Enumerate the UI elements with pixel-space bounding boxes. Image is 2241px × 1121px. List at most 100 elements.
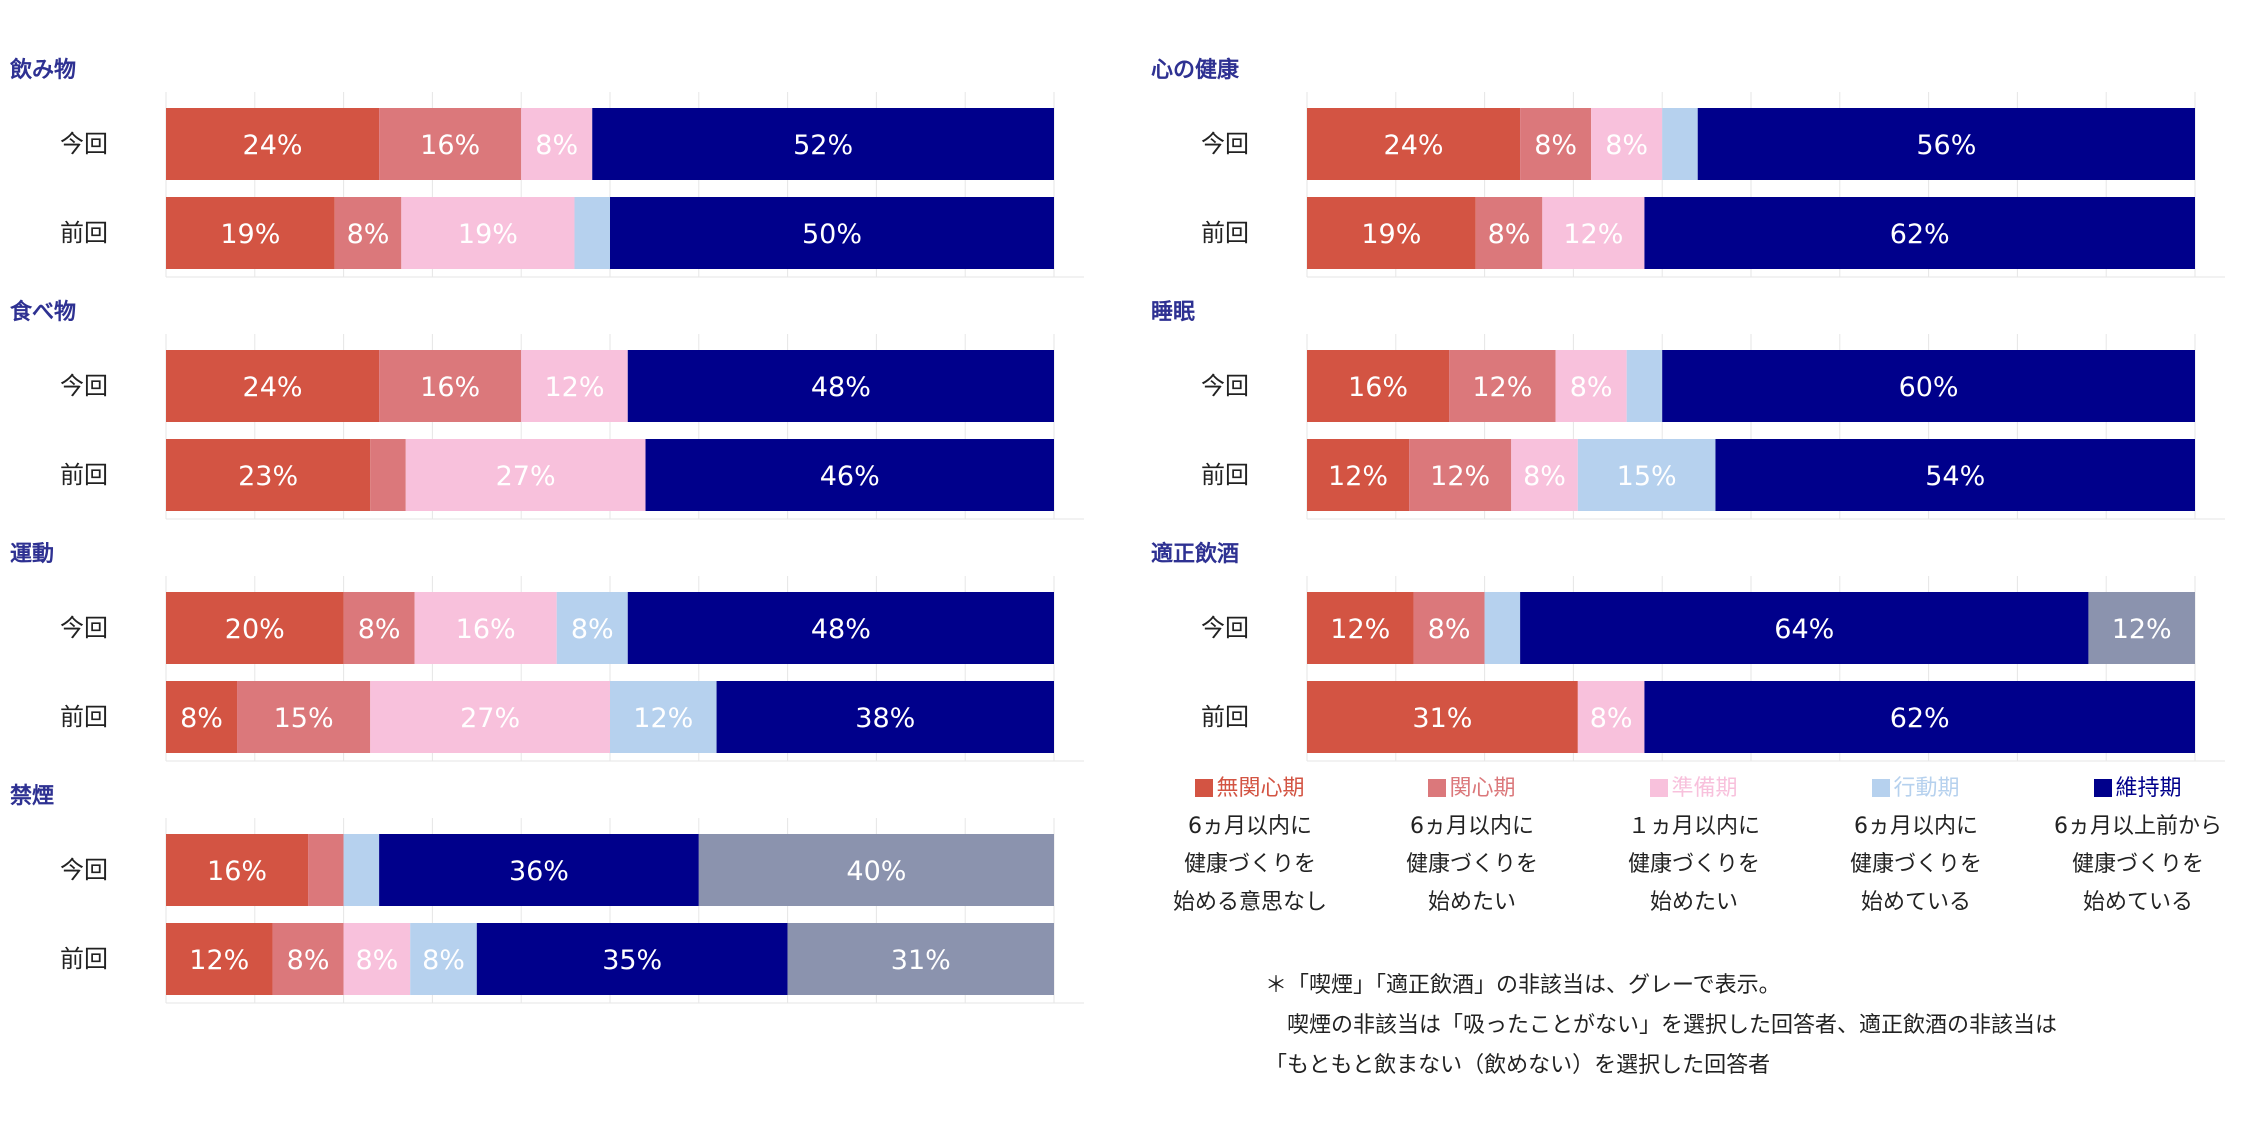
bar-segment-関心期 [379,350,522,422]
bar-segment-関心期 [334,197,402,269]
legend-head: 行動期 [1816,770,2016,808]
bar-segment-準備期 [1591,108,1663,180]
row-label: 前回 [1201,461,1249,489]
bar-segment-準備期 [370,681,610,753]
bar-segment-維持期 [1644,197,2195,269]
legend-description: 始めている [1860,890,1971,915]
data-label: 12% [189,945,249,976]
data-label: 16% [1348,372,1408,403]
bar-segment-行動期 [610,681,717,753]
bar-segment-無関心期 [166,439,371,511]
bar-segment-無関心期 [166,923,273,995]
data-label: 8% [1488,219,1531,250]
bar-segment-無関心期 [166,834,309,906]
data-label: 8% [355,945,398,976]
data-label: 24% [243,372,303,403]
bar-segment-関心期 [379,108,522,180]
bar-segment-維持期 [1662,350,2195,422]
bar-segment-行動期 [1662,108,1698,180]
row-label: 今回 [60,130,108,158]
legend-description: 6ヵ月以上前から [2054,814,2222,839]
bar-segment-維持期 [1697,108,2195,180]
chart-svg: 今回 12% 8% 64% 12% 前回 31% 8% 62% [1201,576,2225,762]
data-label: 38% [855,703,915,734]
footnote-line-2: 喫煙の非該当は「吸ったことがない」を選択した回答者、適正飲酒の非該当は [1265,1013,2058,1038]
bar-segment-関心期 [1409,439,1512,511]
bar-segment-無関心期 [166,681,238,753]
footnote: ＊「喫煙」「適正飲酒」の非該当は、グレーで表示。 喫煙の非該当は「吸ったことがな… [1265,966,2225,1086]
bar-segment-関心期 [237,681,371,753]
data-label: 62% [1890,219,1950,250]
bar-segment-関心期 [308,834,344,906]
row-label: 今回 [1201,372,1249,400]
data-label: 8% [571,614,614,645]
bar-segment-無関心期 [166,592,344,664]
legend-swatch [2094,779,2113,797]
bar-segment-関心期 [1520,108,1592,180]
bar-segment-無関心期 [1307,108,1521,180]
legend-item-関心期: 関心期 6ヵ月以内に 健康づくりを 始めたい [1372,770,1572,922]
row-label: 今回 [60,856,108,884]
chart-svg: 今回 24% 16% 12% 48% 前回 23% 27% 46% [60,334,1084,520]
chart-panel-食べ物: 食べ物今回 24% 16% 12% 48% 前回 23% 27% 46% [10,294,1110,534]
bar-segment-関心期 [1475,197,1543,269]
legend-item-行動期: 行動期 6ヵ月以内に 健康づくりを 始めている [1816,770,2016,922]
bar-segment-無関心期 [166,350,380,422]
data-label: 36% [509,856,569,887]
data-label: 62% [1890,703,1950,734]
data-label: 8% [1428,614,1471,645]
row-label: 前回 [60,219,108,247]
data-label: 19% [220,219,280,250]
bar-segment-関心期 [1413,592,1485,664]
bar-segment-非該当 [698,834,1054,906]
chart-panel-睡眠: 睡眠 今回 16% 12% 8% 60% 前回 12% 12% 8% 15% 54% [1151,294,2241,534]
panel-title: 食べ物 [10,300,77,325]
data-label: 8% [422,945,465,976]
legend-description: 健康づくりを [1627,852,1760,877]
footnote-line-3: 「もともと飲まない（飲めない）を選択した回答者 [1265,1053,1771,1078]
panel-title: 睡眠 [1151,300,1196,325]
data-label: 12% [1430,461,1490,492]
data-label: 8% [287,945,330,976]
chart-svg: 今回 16% 36% 40% 前回 12% 8% 8% 8% 35% 31% [60,818,1084,1004]
data-label: 15% [274,703,334,734]
data-label: 23% [238,461,298,492]
legend-name: 準備期 [1671,776,1738,801]
panel-title: 心の健康 [1151,58,1240,83]
bar-segment-維持期 [610,197,1054,269]
bar-segment-準備期 [401,197,575,269]
legend-item-維持期: 維持期 6ヵ月以上前から 健康づくりを 始めている [2038,770,2238,922]
bar-segment-維持期 [627,592,1054,664]
bar-segment-維持期 [716,681,1054,753]
data-label: 16% [420,130,480,161]
data-label: 35% [602,945,662,976]
bar-segment-行動期 [1577,439,1716,511]
legend-description: 始めている [2082,890,2193,915]
data-label: 50% [802,219,862,250]
legend-description: 始めたい [1649,890,1738,915]
row-label: 前回 [60,703,108,731]
row-label: 前回 [60,945,108,973]
bar-segment-無関心期 [1307,197,1476,269]
legend-description: 健康づくりを [1849,852,1982,877]
data-label: 8% [1570,372,1613,403]
bar-segment-準備期 [1577,681,1645,753]
data-label: 12% [2112,614,2172,645]
bar-segment-維持期 [379,834,699,906]
bar-segment-準備期 [405,439,646,511]
chart-panel-運動: 運動 今回 20% 8% 16% 8% 48% 前回 8% 15% 27% 12% 38% [10,536,1110,776]
bar-segment-維持期 [1520,592,2089,664]
legend-name: 行動期 [1893,776,1960,801]
legend-head: 準備期 [1594,770,1794,808]
legend-item-無関心期: 無関心期 6ヵ月以内に 健康づくりを 始める意思なし [1150,770,1350,922]
bar-segment-非該当 [787,923,1054,995]
bar-segment-関心期 [1449,350,1556,422]
row-label: 前回 [1201,219,1249,247]
data-label: 16% [456,614,516,645]
bar-segment-維持期 [645,439,1054,511]
data-label: 12% [1563,219,1623,250]
data-label: 31% [1412,703,1472,734]
panel-title: 運動 [10,542,55,567]
bar-segment-無関心期 [166,108,380,180]
chart-svg: 今回 24% 8% 8% 56% 前回 19% 8% 12% 62% [1201,92,2225,278]
